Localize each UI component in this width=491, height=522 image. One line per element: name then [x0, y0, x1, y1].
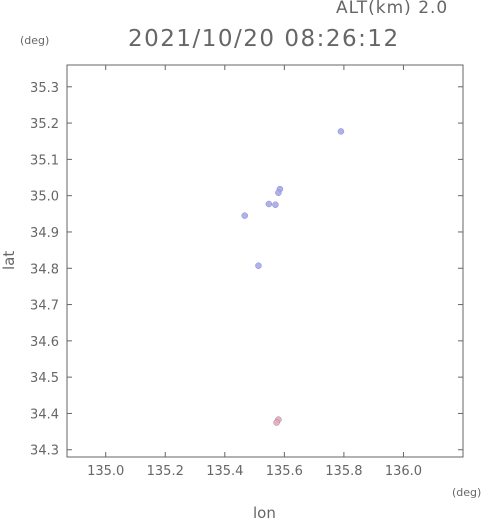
y-tick-label: 34.9	[30, 226, 59, 241]
y-tick-label: 35.0	[30, 190, 59, 205]
chart-title: 2021/10/20 08:26:12	[128, 26, 400, 52]
y-tick-label: 34.6	[30, 335, 59, 350]
y-tick-label: 35.2	[30, 117, 59, 132]
x-tick-label: 135.4	[206, 464, 243, 479]
data-point	[272, 201, 279, 208]
data-point	[255, 262, 262, 269]
x-tick-label: 135.6	[266, 464, 303, 479]
data-point	[241, 212, 249, 219]
y-tick-label: 34.3	[30, 444, 59, 459]
x-tick-label: 135.0	[87, 464, 124, 479]
y-axis-unit: (deg)	[20, 34, 50, 47]
y-tick-label: 34.8	[30, 262, 59, 277]
altitude-label: ALT(km) 2.0	[336, 0, 449, 18]
x-tick-label: 135.2	[147, 464, 184, 479]
data-point	[273, 419, 280, 426]
data-point	[337, 128, 345, 135]
data-point	[275, 189, 282, 197]
data-marks	[241, 128, 345, 426]
x-tick-label: 136.0	[385, 464, 422, 479]
y-tick-label: 35.1	[30, 153, 59, 168]
y-tick-label: 34.5	[30, 371, 59, 386]
x-tick-label: 135.8	[325, 464, 362, 479]
data-point	[265, 200, 273, 208]
y-tick-label: 35.3	[30, 81, 59, 96]
plot-frame	[66, 64, 464, 458]
x-axis-label: lon	[253, 504, 276, 522]
axis-ticks: 135.0 135.2 135.4 135.6 135.8 136.0 34.3 34.4 34…	[30, 65, 463, 479]
y-tick-label: 34.7	[30, 299, 59, 314]
x-axis-unit: (deg)	[452, 486, 482, 499]
y-tick-label: 34.4	[30, 407, 59, 422]
